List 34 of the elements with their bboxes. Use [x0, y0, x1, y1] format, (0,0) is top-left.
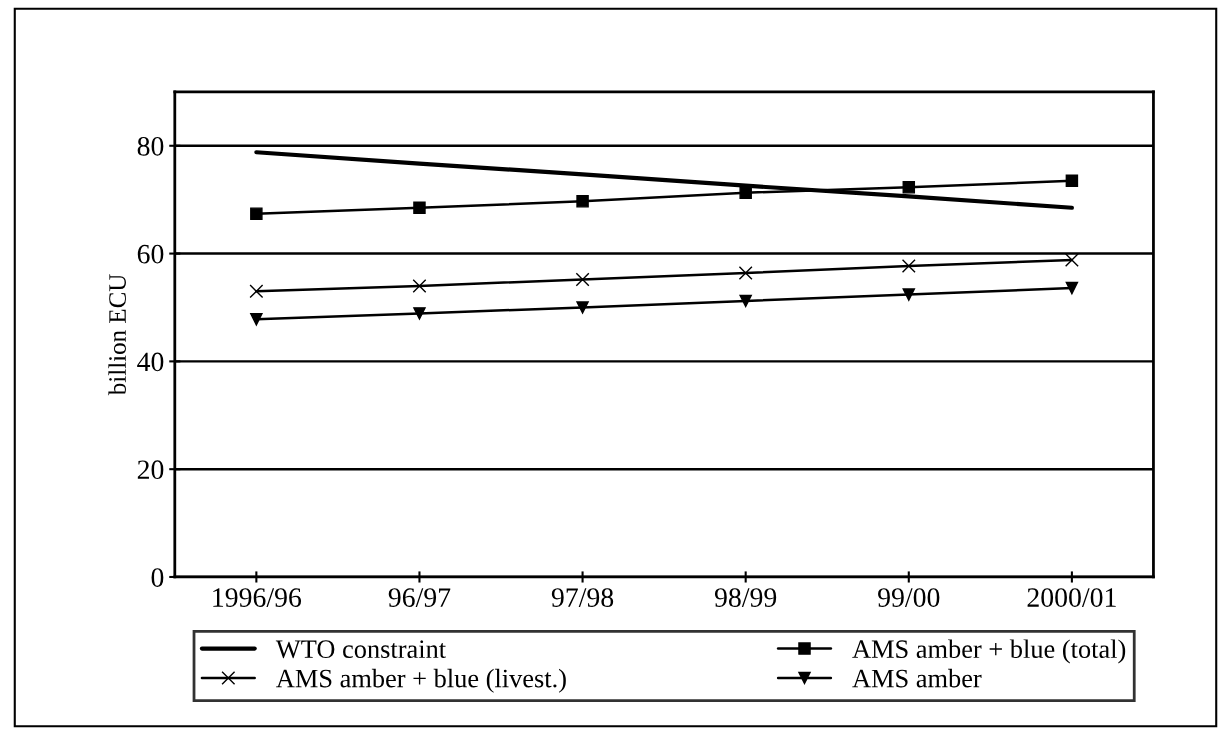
point: [412, 278, 427, 293]
y-tick-label: 40: [137, 352, 164, 372]
point: [576, 195, 589, 208]
x-tick-label: 98/99: [714, 588, 777, 607]
legend-label: AMS amber + blue (livest.): [276, 668, 566, 693]
y-tick-label: 80: [137, 136, 164, 156]
point: [901, 259, 916, 273]
x-tick-label: 99/00: [878, 588, 940, 607]
x-tick-label: 96/97: [388, 588, 451, 607]
point: [413, 201, 426, 215]
y-axis-title: billion ECU: [108, 274, 126, 396]
legend-label: WTO constraint: [275, 640, 446, 659]
point: [902, 181, 916, 194]
point: [1065, 281, 1079, 295]
point: [739, 294, 752, 308]
point: [738, 266, 753, 280]
point: [902, 288, 916, 301]
point: [575, 272, 590, 287]
point: [413, 307, 426, 320]
x-tick-label: 1996/96: [213, 588, 302, 607]
legend-label: AMS amber: [852, 668, 982, 688]
point: [250, 313, 263, 326]
point: [250, 207, 263, 220]
y-tick-label: 0: [151, 568, 164, 587]
legend-label: AMS amber + blue (total): [852, 639, 1126, 664]
point: [249, 284, 264, 299]
point: [1064, 253, 1079, 267]
y-tick-label: 20: [137, 460, 164, 480]
point: [1065, 174, 1079, 188]
point: [576, 301, 589, 314]
point: [739, 186, 752, 199]
x-tick-label: 2000/01: [1027, 588, 1116, 607]
y-tick-label: 60: [137, 244, 164, 264]
x-tick-label: 97/98: [551, 588, 614, 607]
